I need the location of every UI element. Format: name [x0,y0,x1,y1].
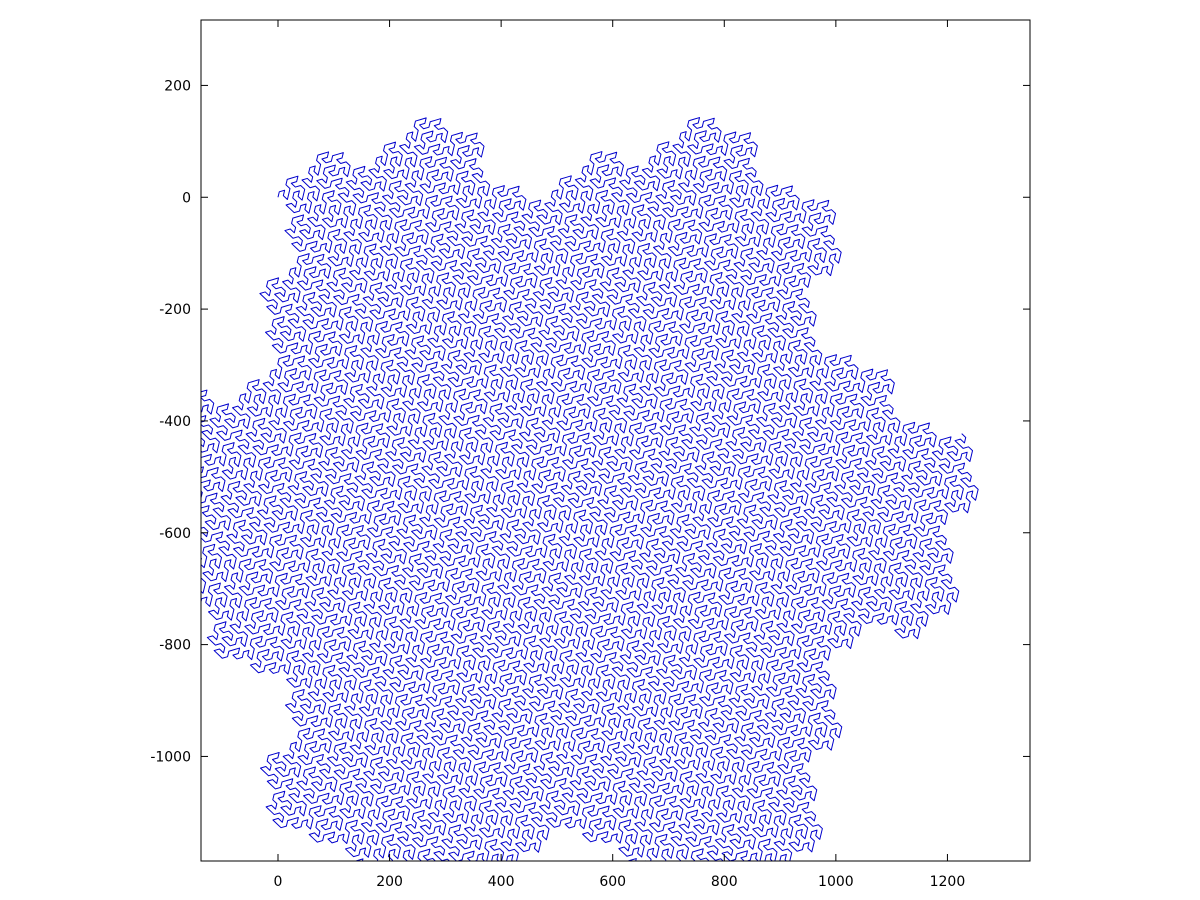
x-tick-label: 0 [274,874,283,890]
series-line [201,117,979,861]
plot-frame [200,19,1031,862]
x-tick-label: 600 [599,874,626,890]
x-tick-label: 400 [488,874,515,890]
x-tick-label: 200 [376,874,403,890]
x-tick-label: 800 [711,874,738,890]
y-tick-label: -200 [159,302,191,318]
x-axis: 0 200 400 600 800 1000 1200 [274,20,966,890]
curve-group [201,117,979,861]
y-axis: 200 0 -200 -400 -600 -800 -1000 [150,78,1030,765]
y-tick-label: 0 [182,190,191,206]
x-tick-label: 1200 [930,874,966,890]
y-tick-label: -800 [159,638,191,654]
y-tick-label: -600 [159,526,191,542]
y-tick-label: 200 [164,78,191,94]
y-tick-label: -1000 [150,749,191,765]
x-tick-label: 1000 [818,874,854,890]
y-tick-label: -400 [159,414,191,430]
